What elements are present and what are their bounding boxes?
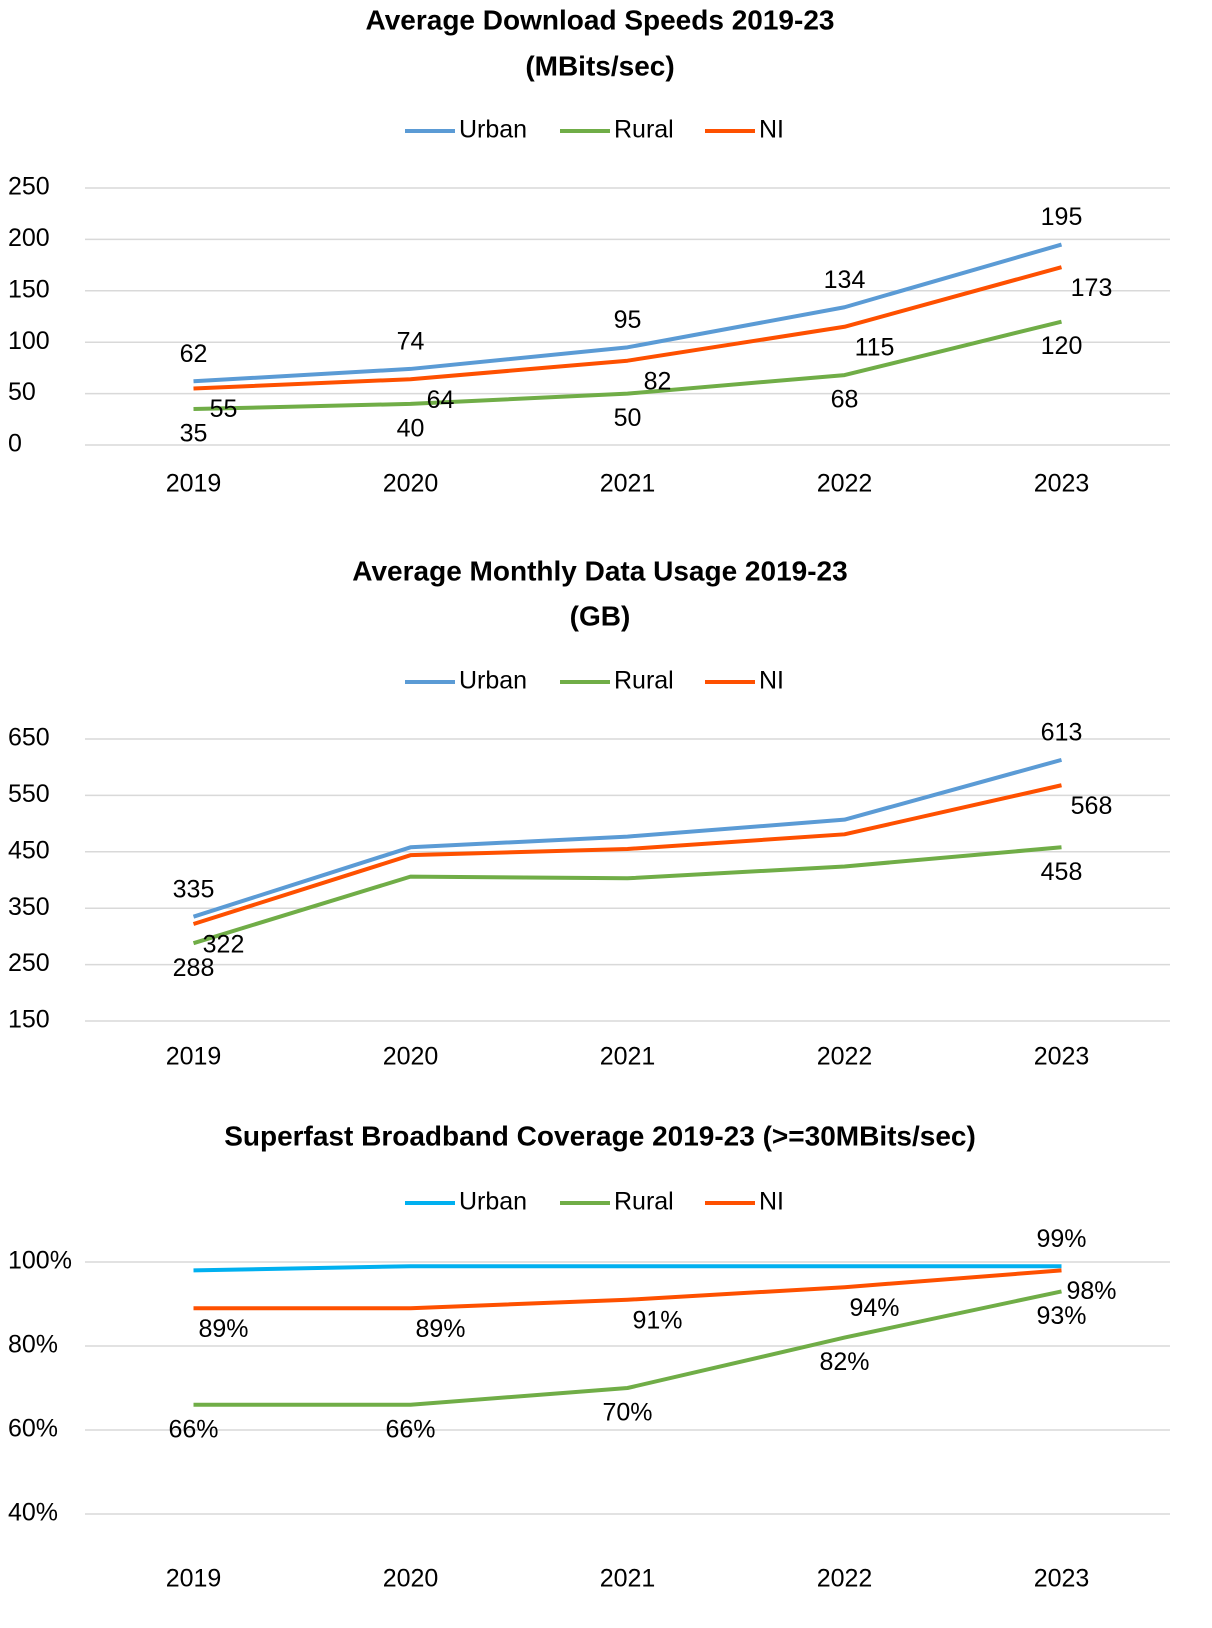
- data-label: 98%: [1066, 1277, 1116, 1305]
- x-tick-label: 2023: [1034, 470, 1090, 498]
- x-tick-label: 2019: [166, 1043, 222, 1071]
- y-tick-label: 250: [8, 173, 50, 201]
- x-tick-label: 2022: [817, 470, 873, 498]
- data-label: 115: [855, 333, 895, 361]
- series-line: [192, 783, 1062, 926]
- legend-label: NI: [759, 1188, 784, 1216]
- x-tick-label: 2022: [817, 1043, 873, 1071]
- y-tick-label: 80%: [8, 1331, 58, 1359]
- data-label: 62: [180, 340, 208, 368]
- y-tick-label: 50: [8, 378, 36, 406]
- data-label: 66%: [385, 1415, 435, 1443]
- legend-label: NI: [759, 116, 784, 144]
- y-tick-label: 250: [8, 949, 50, 977]
- series-line: [192, 845, 1062, 946]
- x-tick-label: 2019: [166, 470, 222, 498]
- y-tick-label: 450: [8, 836, 50, 864]
- data-label: 120: [1041, 332, 1083, 360]
- x-tick-label: 2023: [1034, 1565, 1090, 1593]
- y-tick-label: 100%: [8, 1247, 72, 1275]
- data-label: 134: [824, 266, 866, 294]
- y-tick-label: 0: [8, 430, 22, 458]
- series-line: [193, 265, 1063, 391]
- y-tick-label: 200: [8, 224, 50, 252]
- data-label: 40: [397, 414, 425, 442]
- chart-subtitle: (MBits/sec): [525, 50, 674, 81]
- y-tick-label: 350: [8, 893, 50, 921]
- series-line: [193, 242, 1063, 384]
- x-tick-label: 2021: [600, 470, 656, 498]
- legend-label: Rural: [614, 667, 674, 695]
- data-label: 89%: [198, 1315, 248, 1343]
- data-label: 68: [831, 386, 859, 414]
- data-label: 74: [397, 328, 425, 356]
- data-label: 35: [180, 420, 208, 448]
- x-tick-label: 2021: [600, 1565, 656, 1593]
- chart-subtitle: (GB): [570, 600, 631, 631]
- data-label: 94%: [849, 1294, 899, 1322]
- legend-label: Urban: [459, 667, 527, 695]
- y-tick-label: 650: [8, 724, 50, 752]
- series-line: [193, 319, 1062, 412]
- data-label: 568: [1071, 792, 1113, 820]
- y-tick-label: 150: [8, 275, 50, 303]
- data-label: 89%: [415, 1315, 465, 1343]
- legend-label: Urban: [459, 1188, 527, 1216]
- series-line: [193, 1268, 1062, 1311]
- data-label: 95: [614, 306, 642, 334]
- x-tick-label: 2021: [600, 1043, 656, 1071]
- y-tick-label: 60%: [8, 1415, 58, 1443]
- chart-title: Average Download Speeds 2019-23: [366, 4, 835, 35]
- series-line: [192, 757, 1063, 919]
- data-label: 50: [614, 404, 642, 432]
- y-tick-label: 40%: [8, 1499, 58, 1527]
- data-label: 335: [173, 875, 215, 903]
- data-label: 91%: [632, 1306, 682, 1334]
- data-label: 458: [1041, 858, 1083, 886]
- y-tick-label: 100: [8, 327, 50, 355]
- data-label: 99%: [1036, 1225, 1086, 1253]
- y-tick-label: 550: [8, 780, 50, 808]
- x-tick-label: 2020: [383, 470, 439, 498]
- data-label: 70%: [602, 1399, 652, 1427]
- data-label: 55: [210, 395, 238, 423]
- data-label: 82%: [819, 1348, 869, 1376]
- x-tick-label: 2020: [383, 1043, 439, 1071]
- data-label: 322: [203, 931, 245, 959]
- data-label: 82: [644, 367, 672, 395]
- data-label: 613: [1041, 718, 1083, 746]
- legend-label: Rural: [614, 116, 674, 144]
- legend-label: NI: [759, 667, 784, 695]
- x-tick-label: 2019: [166, 1565, 222, 1593]
- y-tick-label: 150: [8, 1006, 50, 1034]
- chart-title: Superfast Broadband Coverage 2019-23 (>=…: [224, 1120, 976, 1151]
- data-label: 173: [1071, 274, 1113, 302]
- data-label: 288: [173, 954, 215, 982]
- data-label: 195: [1041, 203, 1083, 231]
- chart-title: Average Monthly Data Usage 2019-23: [352, 555, 847, 586]
- x-tick-label: 2020: [383, 1565, 439, 1593]
- data-label: 93%: [1036, 1302, 1086, 1330]
- data-label: 66%: [168, 1415, 218, 1443]
- x-tick-label: 2023: [1034, 1043, 1090, 1071]
- x-tick-label: 2022: [817, 1565, 873, 1593]
- data-label: 64: [427, 386, 455, 414]
- legend-label: Rural: [614, 1188, 674, 1216]
- legend-label: Urban: [459, 116, 527, 144]
- series-line: [193, 1264, 1062, 1273]
- series-line: [193, 1289, 1062, 1407]
